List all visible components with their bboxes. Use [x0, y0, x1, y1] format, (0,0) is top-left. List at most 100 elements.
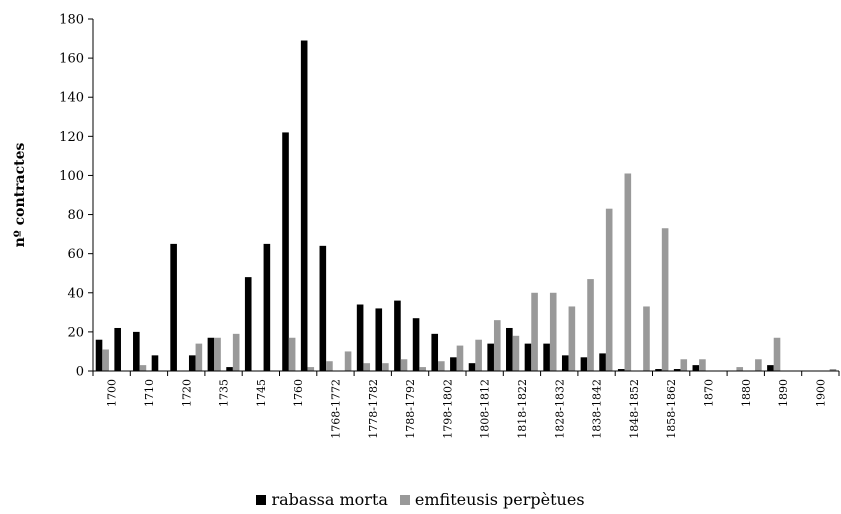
bar-emfiteusis-perpetues	[363, 363, 371, 371]
x-tick-label: 1798-1802	[441, 379, 454, 439]
bar-rabassa-morta	[524, 343, 532, 371]
x-tick-label: 1858-1862	[665, 379, 678, 439]
x-tick-label: 1890	[777, 379, 790, 407]
bar-emfiteusis-perpetues	[382, 363, 389, 371]
bar-rabassa-morta	[282, 132, 289, 371]
y-tick-label: 140	[59, 91, 84, 106]
bar-emfiteusis-perpetues	[624, 173, 632, 371]
x-axis: 1700 1710 1720 1735 1745 1760 1768-1772 1778-17…	[92, 19, 840, 439]
bar-rabassa-morta	[394, 300, 401, 371]
bar-rabassa-morta	[226, 367, 233, 371]
bar-emfiteusis-perpetues	[214, 337, 221, 371]
bar-emfiteusis-perpetues	[288, 337, 296, 371]
bar-rabassa-morta	[767, 365, 774, 371]
bar-emfiteusis-perpetues	[419, 367, 426, 371]
y-tick-label: 100	[59, 169, 84, 184]
bar-chart: 0 20 40 60 80 100 120 140 160 180 1700 1710 1720 173…	[12, 13, 840, 439]
bar-rabassa-morta	[561, 355, 569, 371]
bar-rabassa-morta	[244, 277, 252, 371]
x-tick-label: 1700	[106, 379, 119, 407]
x-tick-label: 1788-1792	[404, 379, 417, 439]
bar-emfiteusis-perpetues	[661, 228, 669, 371]
x-tick-label: 1838-1842	[591, 379, 604, 439]
bar-emfiteusis-perpetues	[605, 208, 613, 371]
bar-rabassa-morta	[151, 355, 159, 371]
x-tick-label: 1745	[255, 379, 268, 407]
bar-emfiteusis-perpetues	[755, 359, 762, 371]
bar-rabassa-morta	[412, 318, 420, 371]
x-tick-label: 1848-1852	[628, 379, 641, 439]
bar-rabassa-morta	[300, 40, 308, 372]
bar-emfiteusis-perpetues	[307, 367, 315, 371]
legend-label-emfiteusis: emfiteusis perpètues	[414, 490, 585, 509]
y-tick-label: 20	[67, 325, 84, 340]
bar-rabassa-morta	[673, 369, 681, 371]
bar-emfiteusis-perpetues	[326, 361, 333, 371]
y-tick-label: 0	[76, 365, 84, 380]
x-tick-label: 1720	[180, 379, 193, 407]
bar-emfiteusis-perpetues	[680, 359, 688, 371]
bar-emfiteusis-perpetues	[195, 343, 203, 371]
bars	[95, 40, 837, 372]
y-axis-label: nº contractes	[12, 142, 28, 247]
bar-rabassa-morta	[133, 331, 140, 371]
legend-label-rabassa: rabassa morta	[271, 490, 388, 509]
bar-emfiteusis-perpetues	[400, 359, 408, 371]
y-tick-label: 120	[59, 130, 84, 145]
legend: rabassa morta emfiteusis perpètues	[0, 490, 841, 509]
bar-rabassa-morta	[506, 327, 513, 371]
bar-rabassa-morta	[617, 369, 625, 371]
bar-rabassa-morta	[263, 243, 271, 371]
y-tick-label: 180	[59, 13, 84, 28]
bar-emfiteusis-perpetues	[829, 369, 837, 371]
x-tick-label: 1808-1812	[479, 379, 492, 439]
bar-emfiteusis-perpetues	[699, 359, 706, 371]
bar-emfiteusis-perpetues	[456, 345, 464, 371]
bar-emfiteusis-perpetues	[475, 339, 482, 371]
bar-rabassa-morta	[599, 353, 606, 371]
x-tick-label: 1900	[814, 379, 827, 407]
bar-emfiteusis-perpetues	[512, 335, 520, 371]
bar-rabassa-morta	[319, 245, 327, 371]
bar-emfiteusis-perpetues	[139, 365, 147, 371]
x-tick-label: 1768-1772	[329, 379, 342, 439]
legend-item-rabassa: rabassa morta	[256, 490, 388, 509]
bar-emfiteusis-perpetues	[344, 351, 352, 371]
bar-rabassa-morta	[170, 243, 177, 371]
bar-emfiteusis-perpetues	[549, 292, 557, 371]
bar-emfiteusis-perpetues	[736, 367, 744, 371]
bar-rabassa-morta	[188, 355, 196, 371]
bar-rabassa-morta	[655, 369, 662, 371]
y-tick-label: 80	[67, 208, 84, 223]
bar-rabassa-morta	[487, 343, 494, 371]
bar-emfiteusis-perpetues	[493, 320, 501, 371]
legend-swatch-rabassa	[256, 494, 267, 505]
bar-emfiteusis-perpetues	[438, 361, 445, 371]
x-tick-label: 1778-1782	[367, 379, 380, 439]
bar-rabassa-morta	[114, 327, 121, 371]
bar-emfiteusis-perpetues	[531, 292, 538, 371]
bar-rabassa-morta	[468, 363, 476, 371]
y-tick-label: 60	[67, 247, 84, 262]
bar-rabassa-morta	[450, 357, 457, 371]
bar-rabassa-morta	[543, 343, 550, 371]
bar-rabassa-morta	[356, 304, 364, 371]
x-tick-label: 1828-1832	[553, 379, 566, 439]
bar-rabassa-morta	[207, 337, 215, 371]
legend-item-emfiteusis: emfiteusis perpètues	[399, 490, 585, 509]
x-tick-label: 1760	[292, 379, 305, 407]
x-tick-label: 1880	[740, 379, 753, 407]
bar-emfiteusis-perpetues	[773, 337, 781, 371]
bar-emfiteusis-perpetues	[587, 279, 594, 371]
x-tick-label: 1818-1822	[516, 379, 529, 439]
bar-rabassa-morta	[95, 339, 103, 371]
bar-emfiteusis-perpetues	[643, 306, 650, 371]
bar-rabassa-morta	[431, 333, 439, 371]
bar-emfiteusis-perpetues	[568, 306, 576, 371]
bar-emfiteusis-perpetues	[102, 349, 109, 371]
y-axis-ticks: 0 20 40 60 80 100 120 140 160 180	[59, 13, 93, 380]
legend-swatch-emfiteusis	[399, 494, 410, 505]
x-tick-label: 1710	[143, 379, 156, 407]
x-tick-label: 1735	[218, 379, 231, 407]
bar-rabassa-morta	[375, 308, 383, 371]
